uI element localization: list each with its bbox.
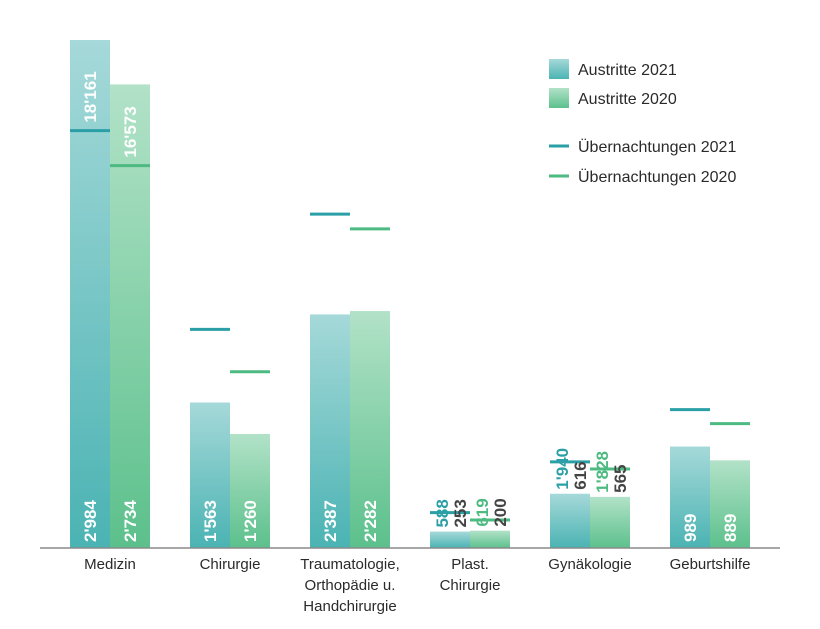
bar-uebernachtungen-2020 bbox=[590, 496, 630, 548]
label-austritte-2020: 2'282 bbox=[361, 500, 380, 542]
label-uebernachtungen-2020: 3'134 bbox=[721, 373, 740, 415]
label-austritte-2021: 2'387 bbox=[321, 500, 340, 542]
label-uebernachtungen-2021: 1'940 bbox=[553, 448, 572, 490]
label-uebernachtungen-2020: 8'471 bbox=[361, 179, 380, 221]
label-uebernachtungen-2021: 3'628 bbox=[681, 360, 700, 402]
bar-uebernachtungen-2021 bbox=[190, 402, 230, 548]
legend-label: Austritte 2020 bbox=[578, 91, 677, 108]
label-uebernachtungen-2021: 18'161 bbox=[81, 71, 100, 122]
bar-uebernachtungen-2020 bbox=[470, 530, 510, 548]
bar-uebernachtungen-2020 bbox=[710, 460, 750, 548]
bar-uebernachtungen-2020 bbox=[230, 433, 270, 548]
category-label: Plast. bbox=[451, 556, 489, 573]
bars-layer bbox=[70, 40, 750, 548]
category-label: Gynäkologie bbox=[548, 556, 631, 573]
bar-uebernachtungen-2021 bbox=[550, 493, 590, 548]
label-austritte-2021: 253 bbox=[451, 499, 470, 527]
bar-uebernachtungen-2021 bbox=[670, 446, 710, 548]
label-uebernachtungen-2021: 8'350 bbox=[321, 164, 340, 206]
label-austritte-2020: 565 bbox=[611, 464, 630, 492]
bar-uebernachtungen-2021 bbox=[310, 314, 350, 548]
label-uebernachtungen-2020: 619 bbox=[473, 498, 492, 526]
label-austritte-2020: 1'260 bbox=[241, 500, 260, 542]
label-uebernachtungen-2021: 588 bbox=[433, 499, 452, 527]
label-uebernachtungen-2020: 16'573 bbox=[121, 106, 140, 157]
category-label: Geburtshilfe bbox=[670, 556, 751, 573]
bar-uebernachtungen-2020 bbox=[350, 311, 390, 548]
label-austritte-2020: 200 bbox=[491, 498, 510, 526]
legend-label: Austritte 2021 bbox=[578, 62, 677, 79]
label-austritte-2020: 2'734 bbox=[121, 500, 140, 542]
bar-uebernachtungen-2021 bbox=[430, 531, 470, 548]
label-austritte-2020: 889 bbox=[721, 514, 740, 542]
bar-uebernachtungen-2021 bbox=[70, 40, 110, 548]
label-austritte-2021: 2'984 bbox=[81, 500, 100, 542]
category-label: Handchirurgie bbox=[303, 598, 396, 615]
category-label: Chirurgie bbox=[440, 577, 501, 594]
labels-layer: 2'984 2'734 18'161 16'573 1'563 1'260 5'202 4'0… bbox=[81, 71, 740, 542]
category-label: Orthopädie u. bbox=[305, 577, 396, 594]
legend: Austritte 2021 Austritte 2020 Übernachtung… bbox=[549, 59, 736, 186]
category-label: Chirurgie bbox=[200, 556, 261, 573]
label-austritte-2021: 616 bbox=[571, 461, 590, 489]
label-uebernachtungen-2020: 4'077 bbox=[241, 322, 260, 364]
category-labels: Medizin Chirurgie Traumatologie, Orthopädie… bbox=[84, 556, 750, 615]
label-uebernachtungen-2021: 5'202 bbox=[201, 280, 220, 322]
category-label: Traumatologie, bbox=[300, 556, 400, 573]
label-uebernachtungen-2020: 1'828 bbox=[593, 451, 612, 493]
bar-uebernachtungen-2020 bbox=[110, 84, 150, 548]
label-austritte-2021: 1'563 bbox=[201, 500, 220, 542]
category-label: Medizin bbox=[84, 556, 136, 573]
legend-swatch bbox=[549, 88, 569, 108]
legend-label: Übernachtungen 2020 bbox=[578, 168, 736, 186]
label-austritte-2021: 989 bbox=[681, 514, 700, 542]
legend-label: Übernachtungen 2021 bbox=[578, 138, 736, 156]
legend-swatch bbox=[549, 59, 569, 79]
